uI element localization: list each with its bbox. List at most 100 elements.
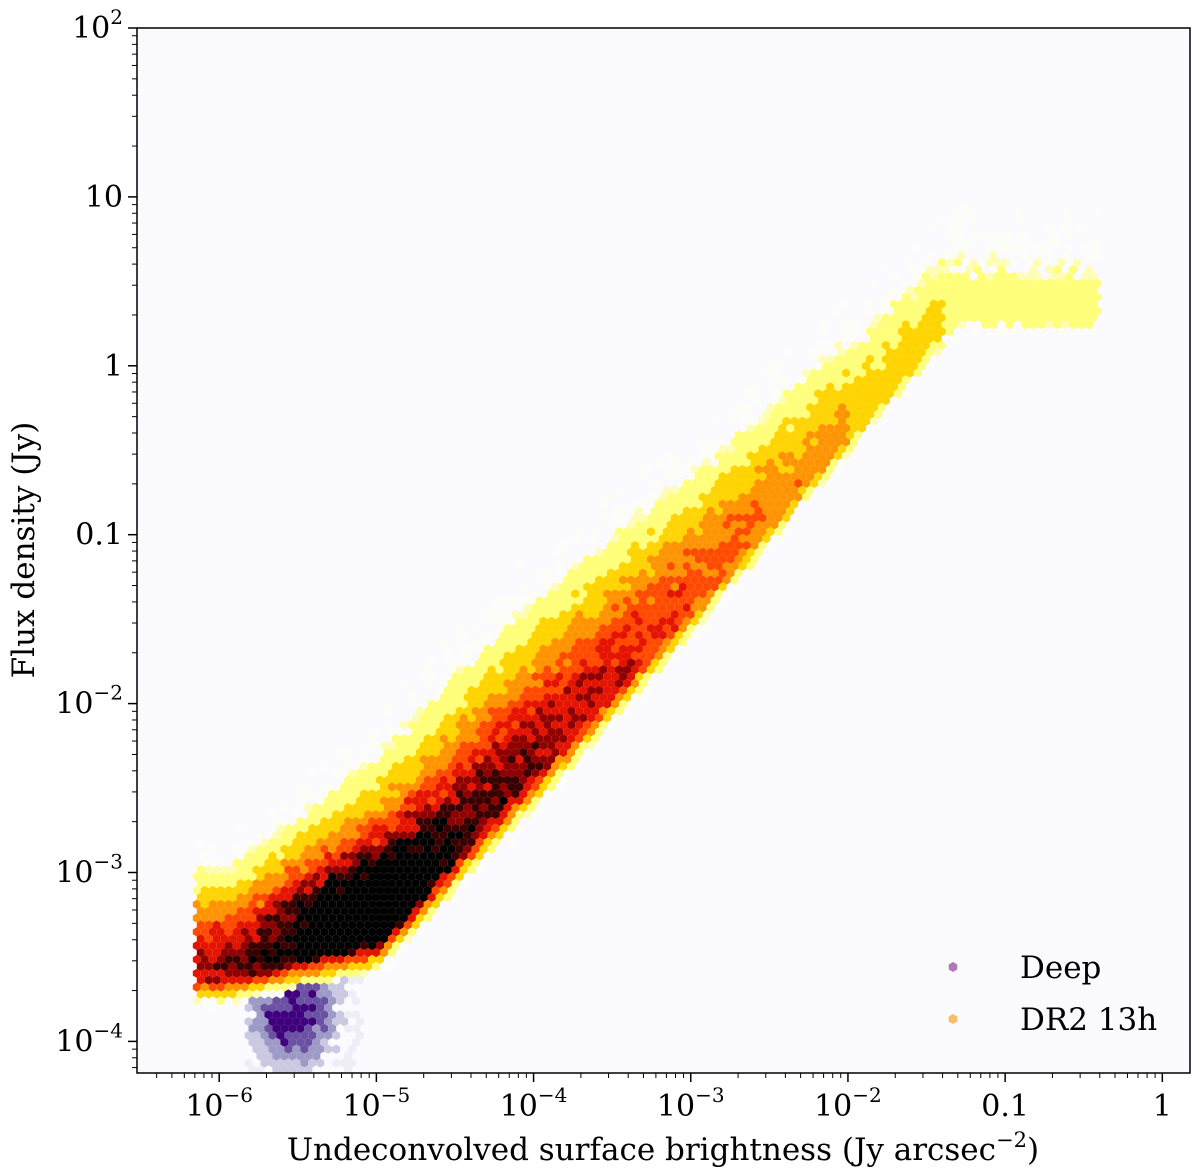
hexbin-cell-dr2 [838,444,847,454]
hexbin-cell-dr2 [567,596,576,606]
hexbin-cell-dr2 [945,313,954,323]
hexbin-cell-dr2 [284,837,293,847]
hexbin-cell-dr2 [232,885,241,896]
hexbin-cell-dr2 [451,865,460,875]
hexbin-cell-dr2 [531,810,540,820]
hexbin-cell-dr2 [459,823,468,833]
hexbin-cell-dr2 [746,451,755,461]
hexbin-cell-dr2 [949,237,958,247]
hexbin-cell-dr2 [527,665,536,675]
hexbin-cell-dr2 [372,920,380,930]
hexbin-cell-dr2 [631,568,639,578]
hexbin-cell-dr2 [451,727,460,737]
hexbin-cell-dr2 [862,416,870,426]
hexbin-cell-dr2 [627,561,635,571]
hexbin-cell-dr2 [380,741,388,751]
hexbin-cell-dr2 [200,885,209,896]
hexbin-cell-dr2 [284,934,293,944]
hexbin-cell-dr2 [296,830,305,840]
hexbin-cell-dr2 [933,347,942,357]
hexbin-cell-dr2 [595,644,604,654]
hexbin-cell-deep [296,982,305,992]
hexbin-cell-dr2 [846,361,855,371]
hexbin-cell-deep [336,1010,345,1020]
hexbin-cell-dr2 [539,644,548,654]
hexbin-cell-dr2 [471,623,480,633]
hexbin-cell-dr2 [292,837,301,847]
hexbin-cell-deep [356,1017,365,1027]
hexbin-cell-dr2 [1041,313,1050,323]
hexbin-cell-dr2 [551,609,560,620]
hexbin-cell-dr2 [583,665,592,675]
hexbin-cell-dr2 [340,879,349,889]
hexbin-cell-dr2 [324,961,333,971]
hexbin-cell-dr2 [1065,258,1074,268]
hexbin-cell-dr2 [642,603,651,613]
hexbin-cell-dr2 [997,306,1006,316]
hexbin-cell-dr2 [635,630,643,640]
hexbin-cell-dr2 [678,540,687,551]
hexbin-cell-dr2 [591,706,600,716]
hexbin-cell-dr2 [638,596,647,606]
hexbin-cell-dr2 [360,941,369,951]
hexbin-cell-dr2 [571,672,580,682]
hexbin-cell-dr2 [654,637,663,647]
hexbin-cell-dr2 [889,327,898,337]
hexbin-cell-dr2 [571,575,580,585]
hexbin-cell-dr2 [603,561,612,571]
hexbin-cell-dr2 [854,375,862,385]
hexbin-cell-dr2 [236,989,245,999]
hexbin-cell-dr2 [710,554,719,564]
hexbin-cell-dr2 [854,320,862,330]
hexbin-cell-dr2 [870,416,878,426]
hexbin-cell-dr2 [722,547,731,557]
hexbin-cell-dr2 [288,872,297,882]
hexbin-cell-dr2 [388,768,396,778]
hexbin-cell-dr2 [690,630,699,640]
hexbin-cell-dr2 [953,271,962,281]
hexbin-cell-dr2 [515,727,524,737]
hexbin-cell-dr2 [806,471,815,482]
hexbin-cell-deep [268,1003,277,1013]
hexbin-cell-dr2 [288,830,297,840]
hexbin-cell-dr2 [615,692,623,702]
hexbin-cell-dr2 [722,589,731,599]
hexbin-cell-dr2 [527,596,536,606]
hexbin-cell-dr2 [567,747,576,758]
hexbin-cell-dr2 [543,775,552,785]
hexbin-cell-dr2 [933,264,942,275]
hexbin-cell-dr2 [818,478,827,488]
hexbin-cell-dr2 [666,561,675,571]
hexbin-cell-dr2 [929,313,938,323]
hexbin-cell-dr2 [718,540,727,551]
hexbin-cell-dr2 [642,616,651,626]
hexbin-cell-dr2 [328,789,337,799]
hexbin-cell-dr2 [368,761,376,771]
hexbin-cell-dr2 [698,465,707,475]
hexbin-cell-deep [352,1010,361,1020]
hexbin-cell-dr2 [909,264,918,275]
hexbin-cell-dr2 [670,609,679,620]
hexbin-cell-dr2 [1073,258,1082,268]
hexbin-cell-dr2 [547,754,556,764]
hexbin-cell-dr2 [627,534,635,544]
hexbin-cell-dr2 [794,451,803,461]
hexbin-cell-dr2 [467,754,476,764]
hexbin-cell-dr2 [619,575,627,585]
hexbin-cell-dr2 [427,782,436,792]
hexbin-cell-dr2 [459,879,468,889]
hexbin-cell-dr2 [332,796,341,806]
hexbin-cell-dr2 [368,858,376,868]
hexbin-cell-dr2 [627,658,635,668]
hexbin-cell-dr2 [467,727,476,737]
hexbin-cell-dr2 [308,768,317,778]
hexbin-cell-dr2 [611,589,619,599]
hexbin-cell-dr2 [475,851,484,861]
hexbin-cell-dr2 [415,872,424,882]
hexbin-cell-dr2 [750,499,759,509]
hexbin-cell-dr2 [388,823,396,833]
hexbin-cell-dr2 [854,430,862,440]
hexbin-cell-dr2 [280,816,289,827]
hexbin-cell-dr2 [344,913,353,923]
hexbin-cell-dr2 [531,658,540,668]
